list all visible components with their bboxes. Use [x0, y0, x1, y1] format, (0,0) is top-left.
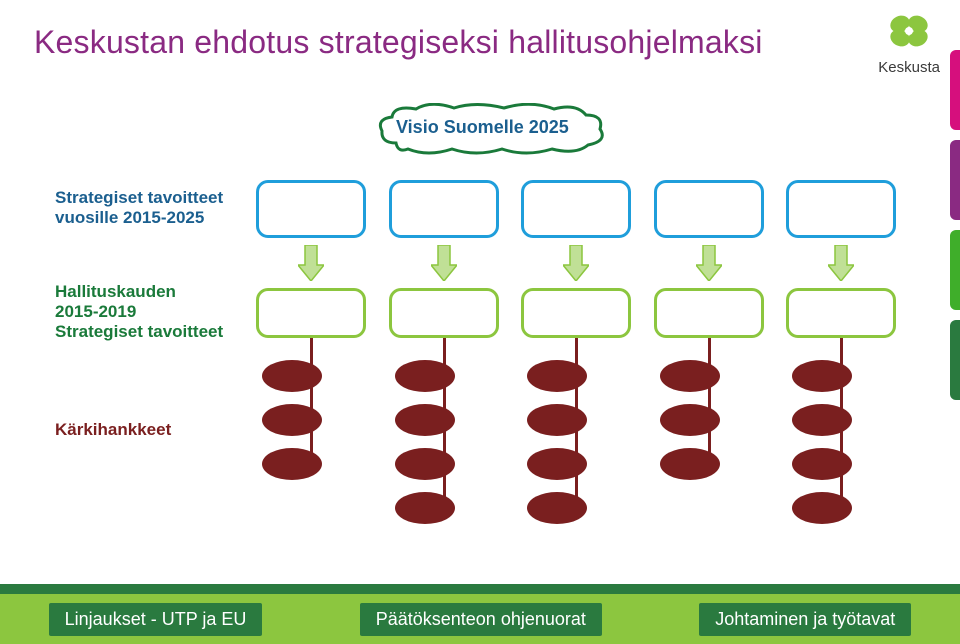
- spearhead-item: [527, 448, 587, 480]
- column-stem: [310, 338, 313, 466]
- spearhead-item: [792, 448, 852, 480]
- arrow-cell: [389, 245, 499, 281]
- footer-bar: Linjaukset - UTP ja EU Päätöksenteon ohje…: [0, 584, 960, 644]
- spearhead-column: [521, 338, 631, 548]
- page-title: Keskustan ehdotus strategiseksi hallitus…: [34, 24, 763, 61]
- gov-goal-box: [786, 288, 896, 338]
- label-line: 2015-2019: [55, 302, 136, 321]
- arrow-down-icon: [828, 245, 854, 281]
- brand-logo: Keskusta: [878, 12, 940, 76]
- slide-root: Keskustan ehdotus strategiseksi hallitus…: [0, 0, 960, 644]
- gov-goal-box: [389, 288, 499, 338]
- side-tab: [950, 140, 960, 220]
- footer-bar-main: Linjaukset - UTP ja EU Päätöksenteon ohje…: [0, 594, 960, 644]
- gov-goal-box: [256, 288, 366, 338]
- spearhead-column: [654, 338, 764, 548]
- label-line: Strategiset tavoitteet: [55, 322, 223, 341]
- strategic-goal-box: [786, 180, 896, 238]
- clover-icon: [882, 12, 936, 52]
- strategic-goal-box: [521, 180, 631, 238]
- label-line: vuosille 2015-2025: [55, 208, 204, 227]
- side-tab: [950, 50, 960, 130]
- arrow-cell: [521, 245, 631, 281]
- gov-goal-boxes: [256, 288, 896, 338]
- spearhead-item: [395, 448, 455, 480]
- spearhead-item: [395, 492, 455, 524]
- label-line: Hallituskauden: [55, 282, 176, 301]
- arrow-cell: [654, 245, 764, 281]
- gov-goal-box: [654, 288, 764, 338]
- spearhead-item: [792, 360, 852, 392]
- spearhead-column: [389, 338, 499, 548]
- label-line: Strategiset tavoitteet: [55, 188, 223, 207]
- spearhead-item: [262, 404, 322, 436]
- spearhead-item: [527, 492, 587, 524]
- spearhead-item: [395, 360, 455, 392]
- strategic-goal-box: [389, 180, 499, 238]
- footer-link[interactable]: Johtaminen ja työtavat: [699, 603, 911, 636]
- spearhead-item: [792, 492, 852, 524]
- spearhead-item: [660, 448, 720, 480]
- brand-word: Keskusta: [878, 59, 940, 76]
- spearhead-item: [660, 404, 720, 436]
- arrow-down-icon: [298, 245, 324, 281]
- spearhead-item: [262, 448, 322, 480]
- arrow-down-icon: [696, 245, 722, 281]
- side-tab: [950, 230, 960, 310]
- column-stem: [708, 338, 711, 466]
- arrows-down: [256, 245, 896, 281]
- spearhead-item: [262, 360, 322, 392]
- vision-cloud: Visio Suomelle 2025: [376, 103, 606, 157]
- spearhead-item: [527, 360, 587, 392]
- label-gov-period: Hallituskauden2015-2019Strategiset tavoi…: [55, 282, 223, 342]
- side-tab: [950, 320, 960, 400]
- spearhead-column: [256, 338, 366, 548]
- arrow-down-icon: [431, 245, 457, 281]
- spearhead-item: [792, 404, 852, 436]
- footer-bar-accent: [0, 584, 960, 594]
- gov-goal-box: [521, 288, 631, 338]
- spearhead-item: [527, 404, 587, 436]
- vision-cloud-text: Visio Suomelle 2025: [396, 117, 569, 138]
- spearhead-item: [660, 360, 720, 392]
- strategic-goal-box: [654, 180, 764, 238]
- footer-link[interactable]: Linjaukset - UTP ja EU: [49, 603, 263, 636]
- strategic-goal-box: [256, 180, 366, 238]
- spearhead-columns: [256, 338, 896, 548]
- label-spearheads: Kärkihankkeet: [55, 420, 171, 440]
- arrow-down-icon: [563, 245, 589, 281]
- strategic-goal-boxes: [256, 180, 896, 238]
- arrow-cell: [786, 245, 896, 281]
- footer-link[interactable]: Päätöksenteon ohjenuorat: [360, 603, 602, 636]
- spearhead-item: [395, 404, 455, 436]
- arrow-cell: [256, 245, 366, 281]
- spearhead-column: [786, 338, 896, 548]
- label-line: Kärkihankkeet: [55, 420, 171, 439]
- label-strategic-goals: Strategiset tavoitteetvuosille 2015-2025: [55, 188, 223, 228]
